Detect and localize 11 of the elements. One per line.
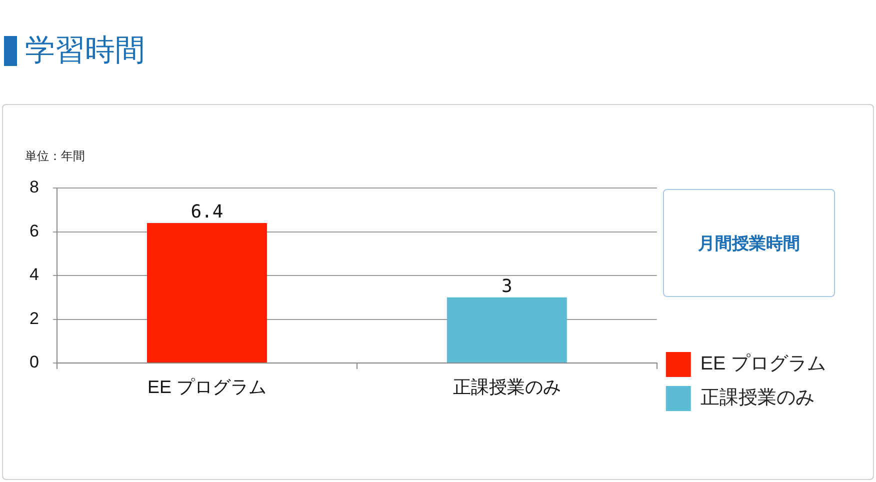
chart-title: 学習時間	[25, 32, 145, 70]
y-tick-label: 6	[30, 221, 39, 240]
legend-label: EE プログラム	[700, 354, 826, 375]
text: 月間授業時間	[663, 189, 835, 297]
y-axis-title: 単位：年間	[25, 148, 85, 165]
y-tick-label: 4	[30, 265, 39, 284]
y-tick-label: 0	[30, 352, 39, 372]
data-label: 6.4	[190, 202, 224, 223]
data-label: 3	[501, 276, 512, 298]
y-tick-label: 8	[30, 178, 39, 197]
y-tick-label: 2	[30, 308, 39, 328]
